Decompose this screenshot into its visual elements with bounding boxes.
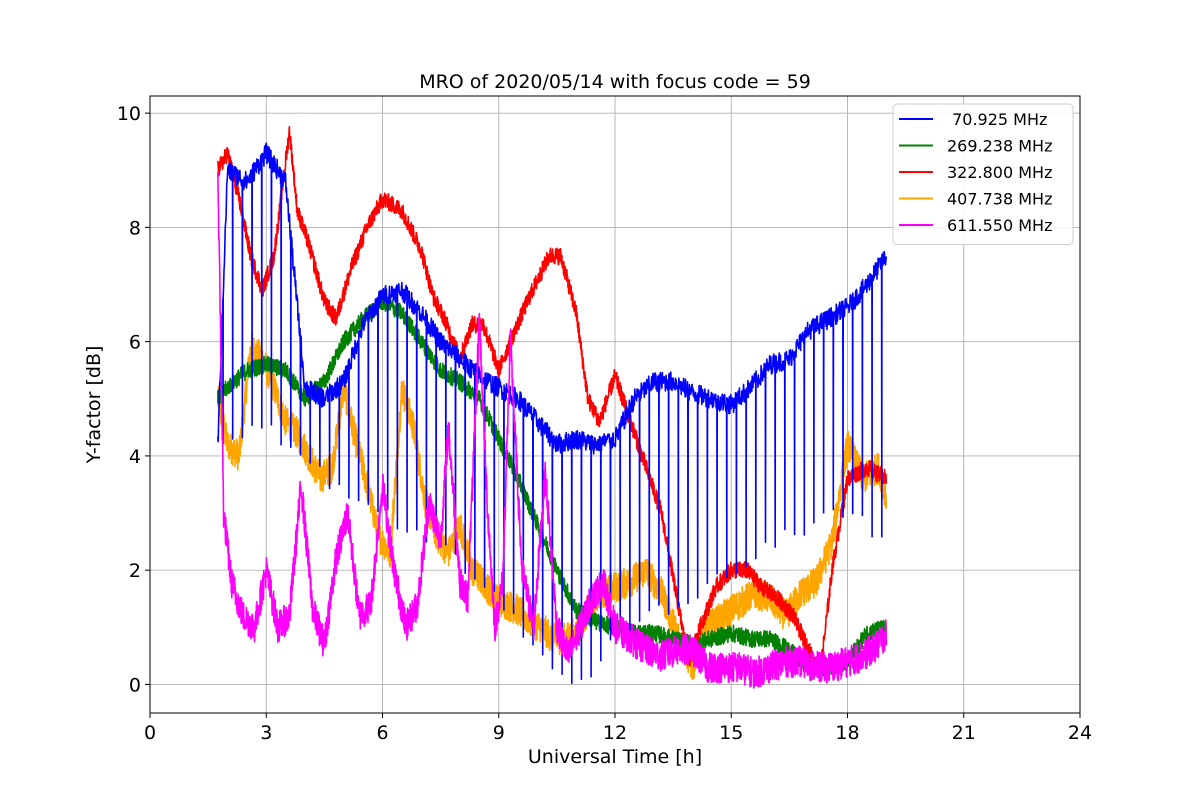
y-axis: 0 2 4 6 8 10 [117, 103, 150, 696]
legend-entry: 611.550 MHz [947, 216, 1052, 235]
x-tick-label: 24 [1068, 722, 1092, 744]
legend-entry: 70.925 MHz [947, 110, 1047, 129]
x-tick-label: 12 [603, 722, 627, 744]
y-tick-label: 6 [129, 332, 141, 354]
legend-entry: 269.238 MHz [947, 137, 1052, 156]
y-tick-label: 0 [129, 674, 141, 696]
series-line [217, 125, 888, 677]
legend: 70.925 MHz 269.238 MHz 322.800 MHz 407.738 … [892, 103, 1074, 245]
legend-entry: 407.738 MHz [947, 190, 1052, 209]
y-tick-label: 4 [129, 446, 141, 468]
legend-entry: 322.800 MHz [947, 163, 1052, 182]
legend-frame [892, 103, 1074, 245]
x-axis-label: Universal Time [h] [528, 746, 702, 768]
x-tick-label: 21 [952, 722, 976, 744]
y-axis-label: Y-factor [dB] [83, 346, 105, 465]
x-tick-label: 18 [835, 722, 859, 744]
y-tick-label: 2 [129, 560, 141, 582]
x-tick-label: 9 [493, 722, 505, 744]
x-tick-label: 0 [144, 722, 156, 744]
x-tick-label: 6 [376, 722, 388, 744]
x-tick-label: 15 [719, 722, 743, 744]
series-line [217, 172, 888, 689]
y-tick-label: 10 [117, 103, 141, 125]
x-axis: 0 3 6 9 12 15 18 21 24 [144, 713, 1092, 744]
y-tick-label: 8 [129, 217, 141, 239]
x-tick-label: 3 [260, 722, 272, 744]
chart-title: MRO of 2020/05/14 with focus code = 59 [419, 71, 811, 93]
series-layer [217, 125, 888, 689]
